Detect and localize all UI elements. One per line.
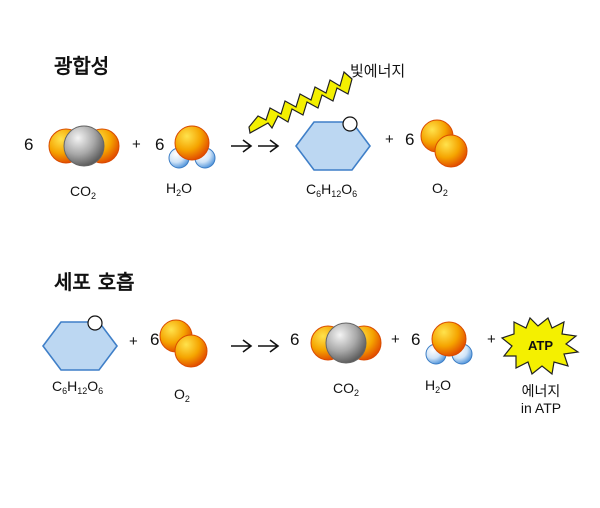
co2-molecule-respiration (310, 322, 382, 364)
energy-in-atp-label-line2: in ATP (520, 400, 562, 416)
label-glucose: C6H12O6 (306, 181, 358, 199)
plus-sign: + (391, 331, 400, 348)
label-h2o: H2O (166, 180, 193, 198)
respiration-title: 세포 호흡 (54, 270, 135, 294)
glucose-molecule-respiration (42, 315, 118, 371)
coefficient-co2: 6 (24, 135, 34, 154)
coefficient-o2: 6 (150, 330, 160, 349)
lightning-bolt-icon (248, 70, 353, 134)
plus-sign: + (487, 331, 496, 348)
label-co2: CO2 (333, 380, 360, 398)
label-o2: O2 (432, 180, 448, 198)
glucose-molecule-photosynthesis (295, 116, 371, 171)
label-h2o: H2O (425, 377, 452, 395)
reaction-arrow-respiration (231, 339, 280, 353)
coefficient-o2: 6 (405, 130, 415, 149)
o2-molecule-respiration (159, 319, 208, 368)
co2-molecule-photosynthesis (48, 125, 120, 167)
plus-sign: + (129, 333, 138, 350)
h2o-molecule-respiration (425, 321, 473, 365)
label-co2: CO2 (70, 183, 97, 201)
label-glucose: C6H12O6 (52, 378, 104, 396)
h2o-molecule-photosynthesis (168, 125, 216, 169)
atp-starburst-icon (500, 316, 580, 376)
plus-sign: + (132, 136, 141, 153)
energy-in-atp-label-line1: 에너지 (521, 384, 561, 400)
light-energy-label: 빛에너지 (350, 62, 406, 80)
atp-badge-text: ATP (528, 338, 554, 353)
plus-sign: + (385, 131, 394, 148)
o2-molecule-photosynthesis (420, 119, 468, 168)
coefficient-co2: 6 (290, 330, 300, 349)
label-o2: O2 (174, 386, 190, 404)
coefficient-h2o: 6 (155, 135, 165, 154)
photosynthesis-title: 광합성 (54, 54, 110, 78)
reaction-arrow-photosynthesis (231, 139, 280, 153)
coefficient-h2o: 6 (411, 330, 421, 349)
